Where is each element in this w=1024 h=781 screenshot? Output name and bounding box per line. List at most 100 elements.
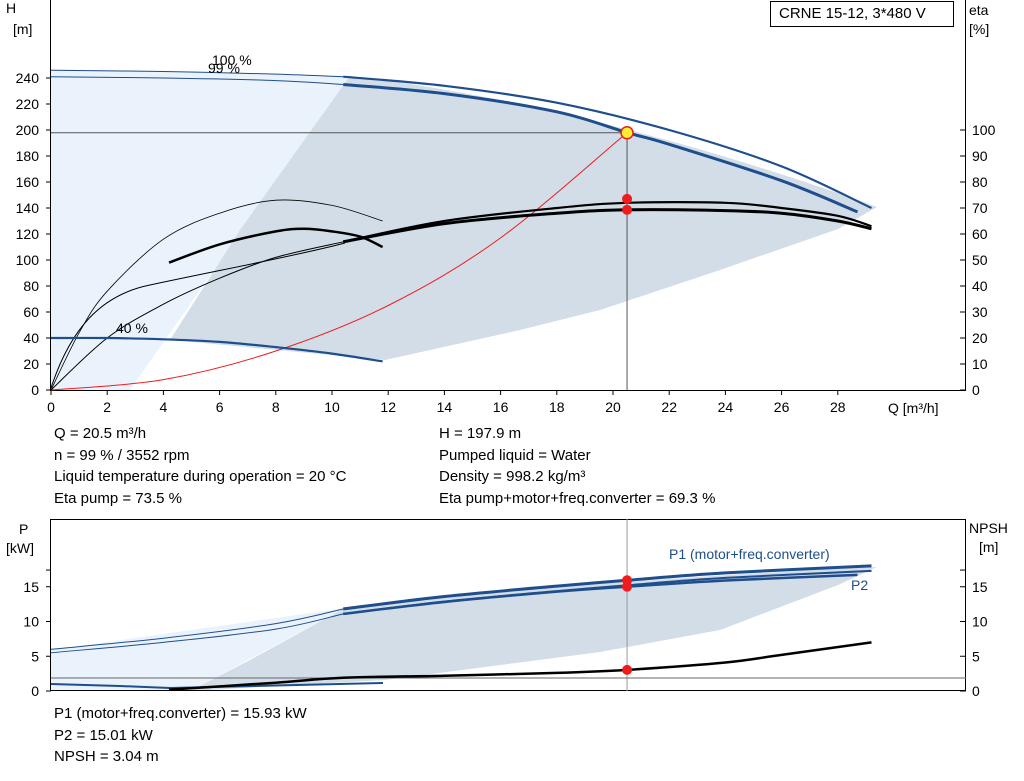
info-left: Q = 20.5 m³/h n = 99 % / 3552 rpm Liquid… [54,423,346,509]
npsh-tick-label: 0 [972,683,980,699]
x-tick-label: 18 [549,399,565,415]
eta-tick-label: 70 [972,200,988,216]
head-tick-label: 100 [16,252,40,268]
power-tick-label: 5 [31,648,39,664]
duty-head-marker [620,125,634,140]
info-p1: P1 (motor+freq.converter) = 15.93 kW [54,705,307,722]
head-tick-label: 80 [23,278,39,294]
eta-tick-label: 60 [972,226,988,242]
power-axis-unit: [kW] [6,540,34,556]
head-axis-unit: [m] [13,21,32,37]
head-axis-label: H [6,0,16,16]
info-speed: n = 99 % / 3552 rpm [54,446,190,464]
x-tick-label: 24 [718,399,734,415]
x-tick-label: 14 [437,399,453,415]
info-eta-total: Eta pump+motor+freq.converter = 69.3 % [439,489,716,507]
head-tick-label: 20 [23,356,39,372]
top-light-area [51,69,350,390]
info-p2: P2 = 15.01 kW [54,726,153,744]
head-tick-label: 200 [16,122,40,138]
head-tick-label: 220 [16,96,40,112]
eta-tick-label: 30 [972,304,988,320]
head-tick-label: 60 [23,304,39,320]
power-axis-label: P [19,521,28,537]
eta-tick-label: 80 [972,174,988,190]
operating-area-fills [51,69,877,691]
head-tick-label: 240 [16,70,40,86]
npsh-axis-label: NPSH [969,520,1008,536]
x-tick-label: 26 [774,399,790,415]
head-tick-label: 40 [23,330,39,346]
eta-tick-label: 10 [972,356,988,372]
x-tick-label: 12 [380,399,396,415]
speed-label-100: 100 % [212,52,252,68]
axis-ticks: 0 2 4 6 8 10 12 14 16 18 20 22 24 26 28020406080100120… [16,70,996,699]
x-tick-label: 6 [216,399,224,415]
eta-tick-label: 90 [972,148,988,164]
p2-curve [343,573,858,616]
p1-curve-label: P1 (motor+freq.converter) [669,546,830,562]
info-bottom: P1 (motor+freq.converter) = 15.93 kW P2 … [54,703,307,768]
npsh-axis-unit: [m] [979,539,998,555]
duty-eta-total-marker [622,204,633,215]
speed-label-99: 99 % [208,60,240,76]
x-tick-label: 2 [103,399,111,415]
npsh-curve [168,641,872,691]
info-eta-pump: Eta pump = 73.5 % [54,489,182,507]
eta-total-curve [342,208,872,244]
head-tick-label: 180 [16,148,40,164]
npsh-tick-label: 10 [972,614,988,630]
head-curve-100 [343,75,872,209]
x-tick-label: 10 [324,399,340,415]
head-tick-label: 120 [16,226,40,242]
power-tick-label: 15 [23,579,39,595]
x-tick-label: 0 [47,399,55,415]
p2-curve-label: P2 [851,577,868,593]
info-liquid-temp: Liquid temperature during operation = 20… [54,468,347,485]
eta-tick-label: 50 [972,252,988,268]
eta-tick-label: 0 [972,382,980,398]
system-curve [50,132,628,391]
info-right: H = 197.9 m Pumped liquid = Water Densit… [439,423,715,509]
pump-model-label: CRNE 15-12, 3*480 V [770,1,954,27]
power-tick-label: 10 [23,614,39,630]
head-curve-40 [50,336,383,363]
speed-label-40: 40 % [116,320,148,336]
info-pumped-liquid: Pumped liquid = Water [439,446,591,464]
duty-eta-pump-marker [622,193,633,204]
eta-curve-extended [50,241,344,391]
info-density: Density = 998.2 kg/m³ [439,468,586,485]
p1-curve-extended [50,608,344,650]
head-curve-100-extended [50,69,344,78]
power-tick-label: 0 [31,683,39,699]
x-tick-label: 8 [272,399,280,415]
info-npsh: NPSH = 3.04 m [54,748,159,765]
bottom-light-area [51,608,345,691]
eta-tick-label: 100 [972,122,996,138]
pump-curves [50,69,966,691]
top-operating-area [170,76,877,360]
x-tick-label: 28 [830,399,846,415]
duty-point-markers [620,125,634,675]
x-tick-label: 4 [160,399,168,415]
npsh-tick-label: 5 [972,648,980,664]
top-chart-frame [50,0,966,391]
eta-pump-curve [342,201,872,243]
head-tick-label: 140 [16,200,40,216]
flow-axis-label: Q [m³/h] [888,400,939,416]
duty-npsh-marker [622,664,633,675]
head-tick-label: 0 [31,382,39,398]
x-tick-label: 20 [605,399,621,415]
p1-curve [343,564,872,611]
x-tick-label: 16 [493,399,509,415]
info-flow: Q = 20.5 m³/h [54,425,147,442]
head-tick-label: 160 [16,174,40,190]
bottom-chart-frame [50,519,966,691]
eta-axis-label: eta [969,2,989,18]
eta-curve-40-thin [50,199,383,391]
eta-tick-label: 40 [972,278,988,294]
eta-tick-label: 20 [972,330,988,346]
bottom-operating-area [190,567,877,691]
power-curve-40 [50,682,384,690]
